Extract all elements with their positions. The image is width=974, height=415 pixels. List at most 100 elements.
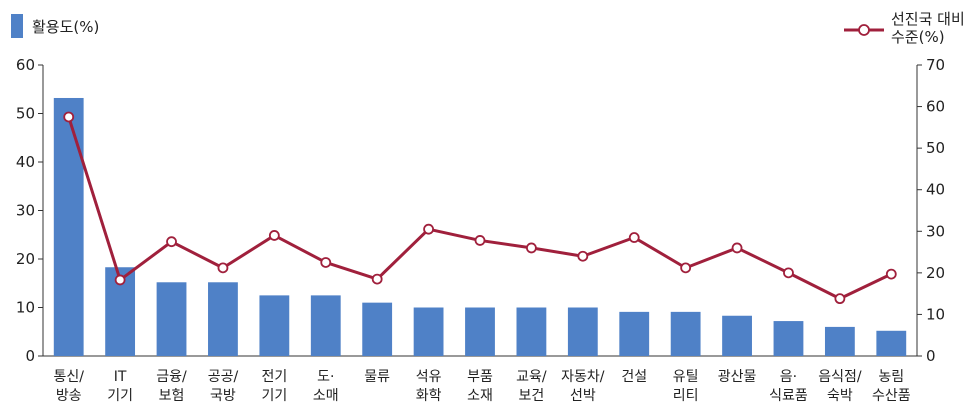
category-label-line: 석유 — [416, 369, 442, 385]
category-label-line: 국방 — [210, 388, 236, 404]
legend-line-label-2: 수준(%) — [891, 28, 945, 46]
bar — [619, 311, 650, 356]
category-label-line: 부품 — [467, 369, 493, 385]
bar — [465, 307, 495, 356]
left-tick-label: 0 — [25, 347, 35, 365]
category-label-line: 전기 — [261, 369, 287, 385]
line-point — [474, 235, 486, 246]
category-label-line: 통신/ — [53, 369, 84, 385]
left-tick-label: 40 — [16, 153, 35, 171]
right-tick-label: 30 — [926, 222, 945, 240]
category-label-line: 유틸 — [673, 369, 699, 385]
category-label-line: 광산물 — [718, 369, 757, 385]
category-label-line: IT — [114, 369, 127, 385]
left-tick-label: 30 — [16, 202, 35, 220]
bar — [670, 311, 701, 356]
category-label-line: 소재 — [467, 388, 493, 404]
category-label-line: 수산품 — [872, 388, 911, 404]
legend-line-label-1: 선진국 대비 — [891, 10, 965, 28]
line-point — [268, 230, 280, 241]
right-tick-label: 40 — [926, 181, 945, 199]
bar-series — [53, 97, 907, 356]
category-label-line: 금융/ — [156, 369, 187, 385]
category-label: 음식점/숙박 — [818, 369, 862, 404]
category-label: 금융/보험 — [156, 369, 187, 404]
category-label-line: 농림 — [878, 369, 904, 385]
line-point — [783, 267, 794, 279]
category-label-line: 식료품 — [769, 388, 808, 404]
category-label-line: 공공/ — [208, 369, 239, 385]
category-label-line: 기기 — [261, 388, 287, 404]
right-tick-label: 20 — [926, 264, 945, 282]
right-tick-label: 10 — [926, 305, 945, 323]
bar — [310, 295, 341, 356]
category-label: 건설 — [621, 369, 647, 385]
category-label: 물류 — [364, 369, 390, 385]
line-series — [63, 111, 897, 305]
category-label: 공공/국방 — [208, 369, 239, 404]
bar — [824, 326, 855, 356]
line-point — [885, 268, 897, 280]
line-path — [67, 116, 892, 301]
line-point — [320, 257, 332, 268]
bar — [53, 97, 84, 356]
category-label: 교육/보건 — [516, 369, 547, 404]
bar — [362, 302, 393, 356]
left-tick-label: 10 — [16, 299, 35, 317]
category-label-line: 보건 — [519, 388, 545, 404]
legend-bar: 활용도(%) — [11, 14, 99, 38]
line-point — [166, 236, 177, 248]
category-label-line: 도· — [317, 369, 334, 385]
category-label-line: 보험 — [159, 388, 185, 404]
line-point — [371, 273, 383, 285]
right-tick-label: 70 — [926, 56, 945, 74]
bar — [567, 307, 598, 356]
line-point — [628, 232, 640, 243]
legend-bar-label: 활용도(%) — [32, 18, 99, 36]
category-label-line: 숙박 — [827, 388, 853, 404]
category-label-line: 음식점/ — [818, 369, 862, 385]
category-label: 통신/방송 — [53, 369, 84, 404]
left-tick-label: 60 — [16, 56, 35, 74]
legend-line-marker — [858, 24, 870, 36]
category-label: IT 기기 — [107, 369, 133, 404]
line-point — [834, 293, 846, 305]
category-label-line: 리티 — [673, 388, 699, 404]
bar — [156, 282, 187, 356]
category-label-line: 물류 — [364, 369, 390, 385]
line-point — [577, 250, 589, 262]
bar — [413, 307, 444, 356]
line-point — [63, 111, 75, 123]
bar — [208, 282, 238, 356]
category-label: 음· 식료품 — [769, 369, 808, 404]
right-tick-label: 60 — [926, 98, 945, 116]
right-axis: 0 10 20 30 40 50 60 70 — [917, 56, 945, 365]
bar — [259, 295, 290, 356]
legend-line-label: 선진국 대비 수준(%) — [891, 10, 970, 46]
line-point — [680, 262, 692, 274]
legend-bar-swatch — [11, 14, 23, 38]
line-point — [731, 242, 743, 254]
category-label-line: 방송 — [56, 388, 82, 404]
left-axis: 0 10 20 30 40 50 60 — [16, 56, 43, 365]
category-label-line: 기기 — [107, 388, 133, 404]
bar — [773, 321, 804, 356]
category-label-line: 화학 — [416, 388, 442, 404]
right-tick-label: 50 — [926, 139, 945, 157]
category-label-line: 선박 — [570, 388, 596, 404]
line-point — [114, 274, 126, 286]
category-label-line: 건설 — [621, 369, 647, 385]
left-tick-label: 50 — [16, 105, 35, 123]
line-point — [217, 262, 229, 274]
legend-line: 선진국 대비 수준(%) — [844, 10, 970, 46]
category-label-line: 소매 — [313, 388, 339, 404]
bar — [876, 330, 907, 356]
category-label: 자동차/선박 — [561, 369, 605, 404]
left-tick-label: 20 — [16, 250, 35, 268]
